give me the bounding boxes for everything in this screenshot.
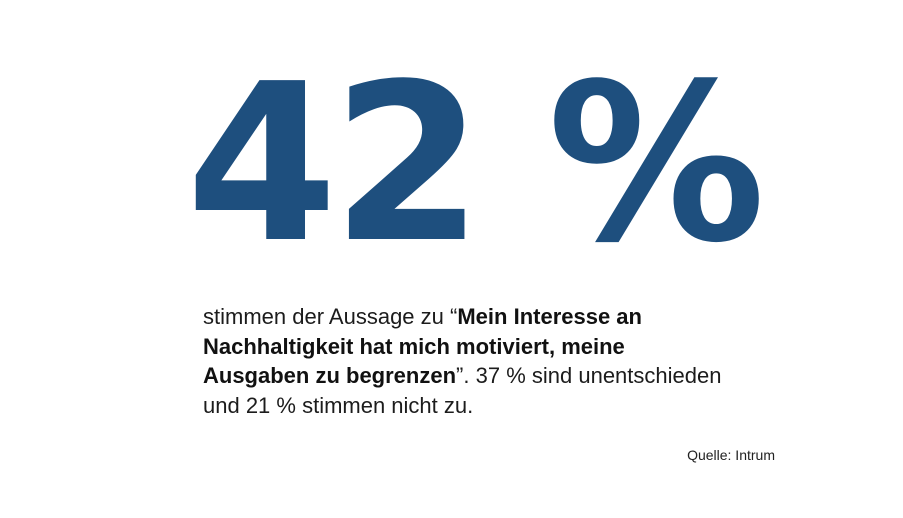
headline-percentage: 42 % xyxy=(186,38,766,291)
statement-rest: 37 % sind unentschieden und 21 % stimmen… xyxy=(203,363,722,418)
statement-text: stimmen der Aussage zu “Mein Interesse a… xyxy=(203,302,723,420)
open-quote-mark: “ xyxy=(450,304,458,329)
quoted-statement: Mein Interesse an Nachhaltigkeit hat mic… xyxy=(203,304,642,388)
source-credit: Quelle: Intrum xyxy=(687,447,775,463)
statement-lead: stimmen der Aussage zu xyxy=(203,304,444,329)
close-quote-mark: ”. xyxy=(456,363,470,388)
